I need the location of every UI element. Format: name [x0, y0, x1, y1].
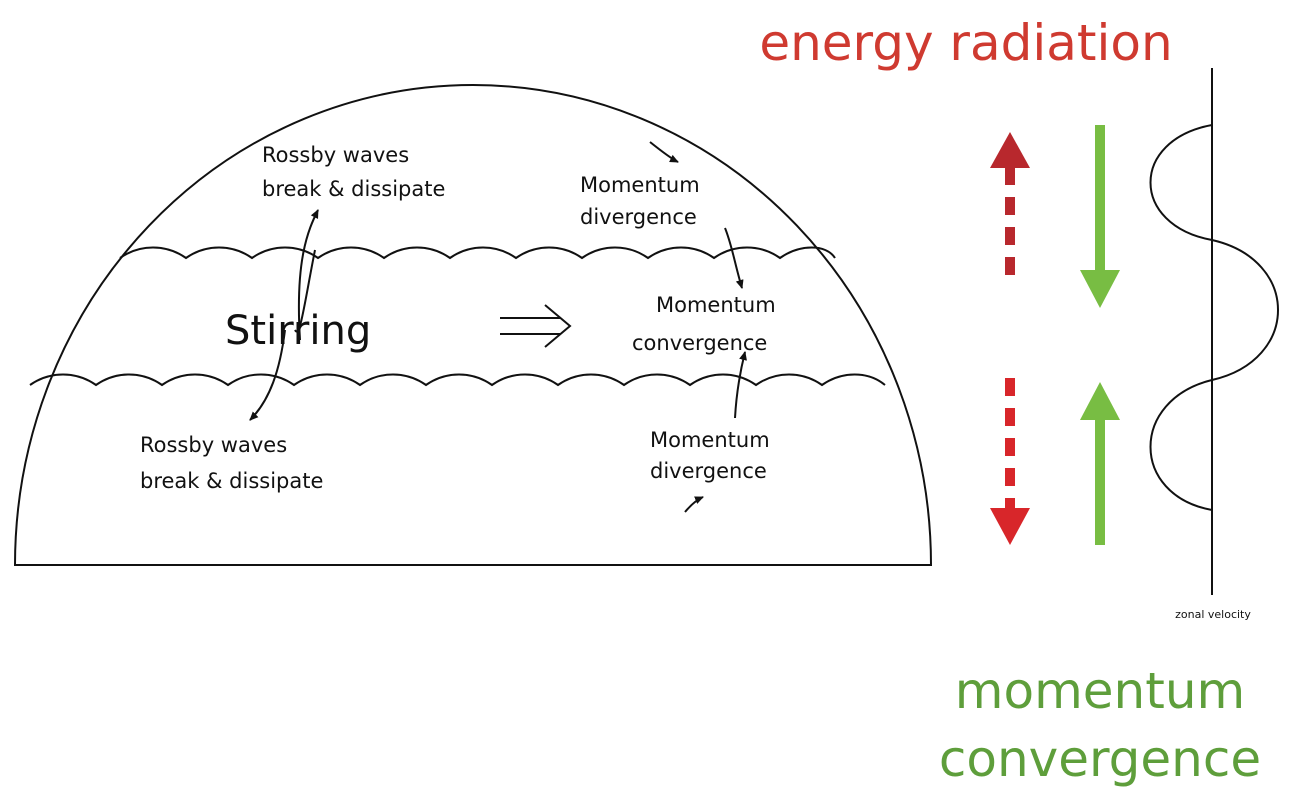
wave-line	[29, 373, 886, 387]
arrow-head	[990, 132, 1030, 168]
hemisphere-outline	[13, 84, 933, 566]
label: Stirring	[225, 308, 371, 354]
profile-curve	[1149, 124, 1279, 511]
label: break & dissipate	[262, 177, 445, 201]
label: Rossby waves	[140, 433, 287, 457]
label: Momentum	[656, 293, 776, 317]
label: Rossby waves	[262, 143, 409, 167]
double-arrow	[500, 304, 572, 348]
label: convergence	[632, 331, 767, 355]
arrow	[249, 329, 286, 421]
label: divergence	[650, 459, 767, 483]
arrow	[724, 227, 744, 289]
hemisphere: Rossby waves break & dissipate Momentum …	[13, 84, 933, 566]
arrows	[990, 125, 1120, 545]
arrow-head	[1080, 270, 1120, 308]
arrow	[734, 351, 747, 419]
arrow-head	[1080, 382, 1120, 420]
footer-label: momentum	[955, 662, 1245, 720]
axis-label: zonal velocity	[1175, 608, 1251, 621]
arrow	[649, 141, 679, 163]
title: energy radiation	[759, 14, 1172, 72]
wave-line	[119, 246, 836, 260]
footer-label: convergence	[939, 730, 1261, 788]
arrow	[294, 249, 316, 333]
arrow	[684, 496, 704, 513]
label: divergence	[580, 205, 697, 229]
velocity-profile: zonal velocity	[1149, 68, 1279, 621]
label: break & dissipate	[140, 469, 323, 493]
label: Momentum	[580, 173, 700, 197]
arrow-head	[990, 508, 1030, 545]
label: Momentum	[650, 428, 770, 452]
arrow	[297, 209, 319, 341]
